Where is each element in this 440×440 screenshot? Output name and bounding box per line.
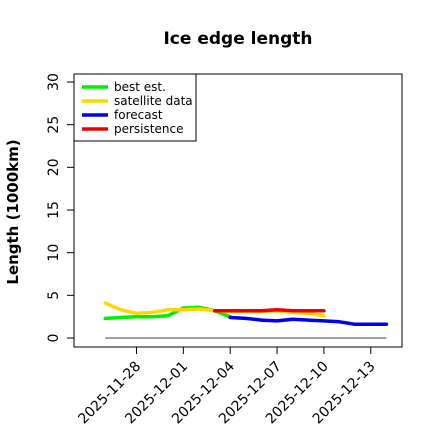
legend-label: persistence (114, 122, 183, 136)
series-line-forecast (228, 315, 389, 327)
series-layer (103, 301, 389, 327)
x-axis: 2025-11-282025-12-012025-12-042025-12-07… (75, 347, 379, 427)
legend-label: best est. (114, 80, 166, 94)
y-tick-label: 15 (46, 201, 62, 219)
legend-label: satellite data (114, 94, 193, 108)
y-axis: 0 5 10 15 20 25 30 (46, 73, 74, 342)
y-tick-label: 0 (46, 334, 62, 343)
chart-title: Ice edge length (163, 29, 312, 49)
legend: best est.satellite dataforecastpersisten… (73, 73, 197, 142)
y-tick-label: 30 (46, 73, 62, 91)
y-tick-label: 5 (46, 291, 62, 300)
legend-label: forecast (114, 108, 163, 122)
y-tick-label: 25 (46, 116, 62, 134)
y-tick-label: 10 (46, 244, 62, 262)
y-axis-label: Length (1000km) (4, 139, 22, 284)
series-line-persistence (212, 308, 326, 313)
y-tick-label: 20 (46, 158, 62, 176)
